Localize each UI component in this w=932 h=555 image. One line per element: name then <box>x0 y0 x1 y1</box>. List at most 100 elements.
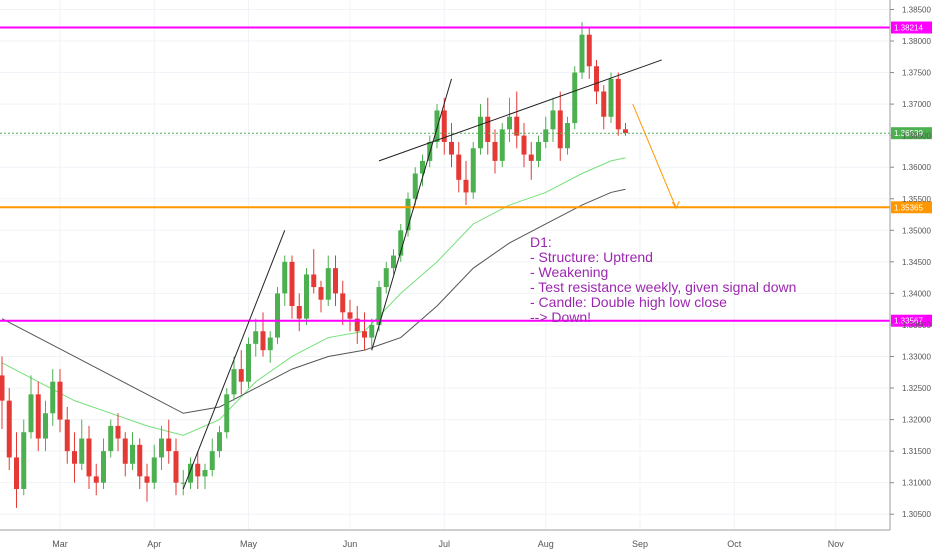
candle-body <box>398 230 404 256</box>
candle-body <box>238 369 244 382</box>
candle-body <box>0 375 5 401</box>
candle-body <box>470 148 476 193</box>
candle-body <box>72 451 77 464</box>
candle-body <box>521 135 527 155</box>
y-tick-label: 1.37000 <box>902 100 931 109</box>
candle-body <box>507 116 512 130</box>
trendline[interactable] <box>371 78 452 351</box>
y-tick-label: 1.31000 <box>902 479 931 488</box>
candle-body <box>151 457 157 483</box>
price-level-tag <box>891 21 932 34</box>
x-tick-label: Aug <box>538 539 554 549</box>
candle-body <box>376 287 382 325</box>
candle-body <box>209 451 215 471</box>
candle-body <box>579 34 585 73</box>
candle-body <box>122 438 128 464</box>
trend-drawings <box>182 59 680 490</box>
candle-body <box>275 293 280 338</box>
y-tick-label: 1.38500 <box>902 5 931 14</box>
y-tick-label: 1.30500 <box>902 510 931 519</box>
candle-body <box>260 331 266 351</box>
candle-body <box>347 312 353 319</box>
y-tick-label: 1.36500 <box>902 132 931 141</box>
candle-body <box>311 274 317 288</box>
candle-body <box>441 110 447 142</box>
candle-body <box>536 141 541 161</box>
y-tick-label: 1.32500 <box>902 384 931 393</box>
candle-body <box>550 110 556 130</box>
x-tick-label: May <box>240 539 258 549</box>
y-tick-label: 1.33500 <box>902 321 931 330</box>
candle-body <box>137 444 143 477</box>
candle-body <box>188 463 193 483</box>
note-line: D1: <box>530 234 552 250</box>
candle-body <box>325 268 331 300</box>
candle-body <box>594 66 599 92</box>
candle-body <box>557 110 563 149</box>
candle-body <box>93 476 99 483</box>
y-tick-label: 1.32000 <box>902 416 931 425</box>
candle-body <box>166 438 172 452</box>
candle-body <box>246 343 251 382</box>
candle-body <box>434 110 440 142</box>
price-axis[interactable]: 1.38500 1.38000 1.37500 1.37000 1.36500 1.360… <box>889 0 931 530</box>
candle-body <box>449 141 454 155</box>
candle-body <box>601 91 607 117</box>
time-axis[interactable]: Mar Apr May Jun Jul Aug Sep Oct Nov <box>0 529 890 549</box>
candle-body <box>499 129 505 161</box>
candle-body <box>21 432 27 489</box>
candle-body <box>340 293 346 313</box>
candle-body <box>456 154 462 180</box>
candle-body <box>412 173 418 199</box>
candle-body <box>615 78 621 130</box>
y-tick-label: 1.35500 <box>902 195 931 204</box>
note-line: - Candle: Double high low close <box>530 294 727 310</box>
trendline[interactable] <box>378 59 662 162</box>
candle-body <box>79 438 85 464</box>
price-level-label: 1.33567 <box>894 317 923 326</box>
trendline[interactable] <box>182 230 286 490</box>
candle-body <box>195 463 201 477</box>
candle-body <box>478 116 483 149</box>
candle-body <box>354 318 360 332</box>
candle-body <box>282 261 288 294</box>
candle-body <box>86 438 92 477</box>
y-tick-label: 1.35000 <box>902 226 931 235</box>
candle-body <box>586 34 592 67</box>
candle-body <box>144 476 150 483</box>
x-tick-label: Jul <box>438 539 450 549</box>
note-line: --> Down! <box>530 309 592 325</box>
y-tick-label: 1.38000 <box>902 37 931 46</box>
candle-body <box>101 451 106 483</box>
candle-body <box>6 400 12 458</box>
candle-body <box>362 331 367 338</box>
note-line: - Weakening <box>530 264 609 280</box>
y-tick-label: 1.34000 <box>902 289 931 298</box>
candle-body <box>173 451 179 483</box>
key-levels: 1.38214 1.36539 1.35365 1.33567 <box>0 21 932 327</box>
x-tick-label: Jun <box>343 539 358 549</box>
candle-body <box>159 438 164 458</box>
price-level-tag <box>891 201 932 214</box>
candle-body <box>57 381 63 420</box>
candle-body <box>369 324 375 338</box>
candle-body <box>180 482 186 484</box>
candle-body <box>253 331 259 344</box>
y-tick-label: 1.33000 <box>902 352 931 361</box>
price-level-label: 1.36539 <box>894 129 923 138</box>
candle-body <box>231 369 237 395</box>
candles <box>0 22 628 508</box>
candle-body <box>296 306 302 319</box>
candle-body <box>572 72 578 124</box>
y-tick-label: 1.31500 <box>902 447 931 456</box>
x-tick-label: Nov <box>828 539 845 549</box>
candle-body <box>304 274 309 319</box>
candle-body <box>115 425 121 439</box>
candle-body <box>608 78 614 117</box>
candle-body <box>463 179 469 193</box>
analysis-note: D1: - Structure: Uptrend - Weakening - T… <box>530 235 796 325</box>
candle-body <box>267 337 273 351</box>
projection-arrow-head <box>671 201 680 210</box>
candle-body <box>543 129 549 142</box>
